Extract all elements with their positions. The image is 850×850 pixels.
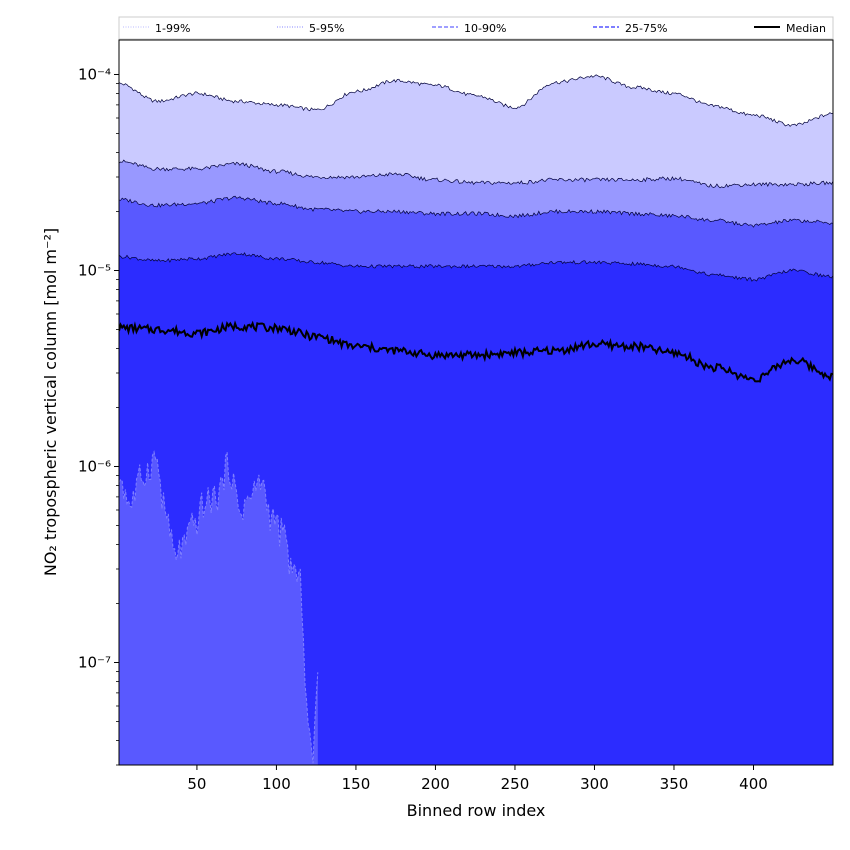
x-tick-label: 300 bbox=[580, 775, 609, 793]
lower-1pct-fill bbox=[119, 451, 318, 765]
legend: 1-99% 5-95% 10-90% 25-75% Median bbox=[118, 16, 834, 40]
y-tick-label: 10⁻⁴ bbox=[78, 66, 111, 84]
legend-label: 1-99% bbox=[155, 22, 190, 35]
x-tick-label: 100 bbox=[262, 775, 291, 793]
y-tick-label: 10⁻⁶ bbox=[78, 458, 111, 476]
band-fills bbox=[119, 74, 833, 765]
y-tick-label: 10⁻⁷ bbox=[78, 654, 111, 672]
plot-frame bbox=[118, 39, 834, 766]
x-axis: 50 100 150 200 250 300 350 400 bbox=[187, 765, 768, 793]
x-axis-label: Binned row index bbox=[407, 801, 546, 820]
band-upper-line-1-99pct bbox=[119, 74, 833, 127]
band-lines bbox=[119, 74, 833, 764]
band-upper-line-5-95pct bbox=[119, 159, 833, 189]
x-tick-label: 150 bbox=[342, 775, 371, 793]
y-axis: 10⁻⁷ 10⁻⁶ 10⁻⁵ 10⁻⁴ bbox=[78, 66, 119, 766]
x-tick-label: 350 bbox=[660, 775, 689, 793]
y-tick-label: 10⁻⁵ bbox=[78, 262, 111, 280]
x-tick-label: 200 bbox=[421, 775, 450, 793]
median-line bbox=[119, 320, 833, 383]
lower-1pct-line bbox=[119, 450, 319, 764]
band-upper-line-10-90pct bbox=[119, 195, 833, 228]
y-axis-label: NO₂ tropospheric vertical column [mol m⁻… bbox=[41, 228, 60, 576]
legend-label: 25-75% bbox=[625, 22, 667, 35]
legend-frame bbox=[118, 16, 834, 40]
x-tick-label: 50 bbox=[187, 775, 206, 793]
legend-label: 10-90% bbox=[464, 22, 506, 35]
band-upper-line-25-75pct bbox=[119, 252, 833, 282]
legend-label: 5-95% bbox=[309, 22, 344, 35]
x-tick-label: 400 bbox=[739, 775, 768, 793]
x-tick-label: 250 bbox=[501, 775, 530, 793]
legend-label: Median bbox=[786, 22, 826, 35]
